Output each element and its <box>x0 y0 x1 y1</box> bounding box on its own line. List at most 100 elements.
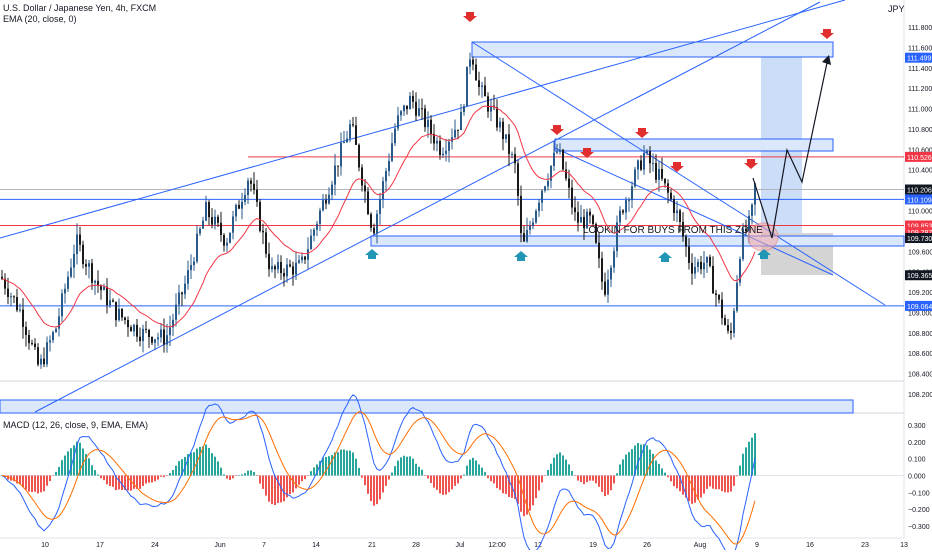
candle-body <box>634 169 636 187</box>
macd-histogram-bar <box>52 475 54 477</box>
candle-body <box>181 292 183 295</box>
macd-tick-label: −0.300 <box>908 524 930 531</box>
ema-line <box>1 105 756 328</box>
candle-body <box>700 261 702 270</box>
macd-histogram-bar <box>400 457 402 476</box>
macd-histogram-bar <box>688 475 690 502</box>
candle-body <box>520 195 522 234</box>
candle-body <box>496 107 498 128</box>
buy-zone-box <box>370 235 905 247</box>
macd-histogram-bar <box>559 452 561 476</box>
candle-body <box>121 308 123 318</box>
candle-body <box>466 66 468 107</box>
candle-body <box>265 232 267 254</box>
macd-histogram-bar <box>499 475 501 490</box>
macd-histogram-bar <box>475 460 477 476</box>
candle-body <box>235 204 237 217</box>
candle-body <box>307 249 309 260</box>
candle-body <box>658 169 660 180</box>
candle-body <box>652 163 654 165</box>
macd-histogram-bar <box>7 475 9 480</box>
candle-body <box>187 270 189 284</box>
macd-histogram-bar <box>457 475 459 484</box>
macd-histogram-bar <box>634 445 636 476</box>
candle-body <box>160 329 162 338</box>
macd-histogram-bar <box>541 475 543 483</box>
macd-histogram-bar <box>322 457 324 476</box>
macd-histogram-bar <box>94 470 96 476</box>
candle-body <box>664 178 666 184</box>
price-label-text: 110.109 <box>907 197 932 204</box>
macd-histogram-bar <box>445 475 447 495</box>
macd-histogram-bar <box>631 449 633 476</box>
candle-body <box>391 143 393 161</box>
macd-histogram-bar <box>424 475 426 476</box>
resistance-zone-mid <box>554 138 834 152</box>
candle-body <box>601 258 603 282</box>
candle-body <box>205 202 207 221</box>
candle-body <box>382 181 384 200</box>
candle-body <box>709 256 711 266</box>
candle-body <box>448 141 450 151</box>
macd-histogram-bar <box>643 444 645 476</box>
candle-body <box>46 342 48 365</box>
macd-histogram-bar <box>664 472 666 476</box>
macd-histogram-bar <box>130 475 132 491</box>
sell-arrow-marker <box>635 128 649 138</box>
candle-body <box>100 285 102 291</box>
candle-body <box>475 64 477 81</box>
sell-arrow-marker <box>744 159 758 169</box>
candle-body <box>274 266 276 270</box>
candle-body <box>661 169 663 179</box>
price-tick-label: 110.600 <box>908 147 932 154</box>
buy-arrow-marker <box>365 249 379 259</box>
candle-body <box>412 95 414 102</box>
macd-histogram-bar <box>697 475 699 500</box>
macd-histogram-bar <box>754 433 756 476</box>
macd-histogram-bar <box>412 458 414 476</box>
candle-body <box>370 214 372 228</box>
macd-histogram-bar <box>448 475 450 493</box>
time-tick-label: Jul <box>456 542 465 549</box>
time-tick-label: 28 <box>412 542 420 549</box>
candle-body <box>151 337 153 343</box>
macd-histogram-bar <box>247 470 249 476</box>
candle-body <box>679 210 681 222</box>
macd-histogram-bar <box>91 465 93 476</box>
macd-histogram-bar <box>229 475 231 480</box>
candle-body <box>457 129 459 131</box>
candle-body <box>130 327 132 332</box>
macd-histogram-bar <box>244 473 246 476</box>
projection-path <box>752 57 829 239</box>
macd-histogram-bar <box>751 437 753 476</box>
candle-body <box>622 210 624 213</box>
macd-histogram-bar <box>709 475 711 487</box>
macd-histogram-bar <box>334 452 336 476</box>
time-tick-label: 13 <box>900 542 908 549</box>
macd-histogram-bar <box>154 475 156 482</box>
macd-histogram-bar <box>736 475 738 477</box>
price-tick-label: 111.400 <box>908 66 932 73</box>
candle-body <box>157 337 159 340</box>
candle-body <box>106 286 108 306</box>
candle-body <box>283 272 285 277</box>
candle-body <box>484 85 486 97</box>
macd-histogram-bar <box>223 474 225 476</box>
macd-histogram-bar <box>661 468 663 476</box>
candle-body <box>460 111 462 131</box>
macd-histogram-bar <box>139 475 141 489</box>
candle-body <box>229 232 231 243</box>
macd-histogram-bar <box>472 457 474 476</box>
candle-body <box>343 142 345 144</box>
candle-body <box>754 183 756 205</box>
macd-histogram-bar <box>520 475 522 512</box>
candle-body <box>430 119 432 134</box>
candle-body <box>154 339 156 343</box>
macd-histogram-bar <box>694 475 696 503</box>
macd-histogram-bar <box>583 475 585 485</box>
time-tick-label: 26 <box>643 542 651 549</box>
candle-body <box>454 129 456 138</box>
candle-body <box>607 279 609 295</box>
macd-histogram-bar <box>622 459 624 476</box>
